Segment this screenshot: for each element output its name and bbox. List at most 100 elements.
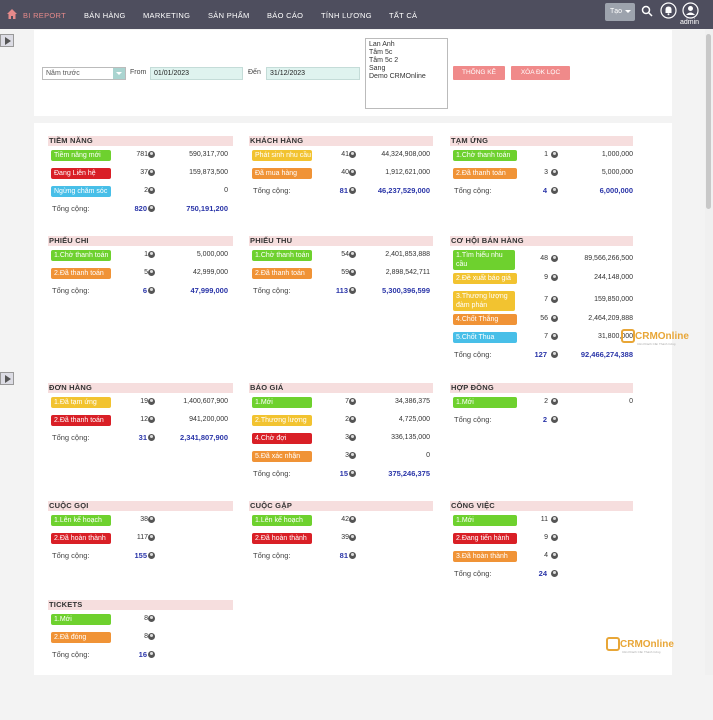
nav-san-pham[interactable]: SẢN PHẨM [208, 11, 250, 20]
nav-marketing[interactable]: MARKETING [143, 11, 191, 20]
status-badge[interactable]: 2.Đã thanh toán [453, 168, 517, 179]
period-select[interactable]: Năm trước [42, 67, 126, 80]
status-badge[interactable]: 1.Đã tạm ứng [51, 397, 111, 408]
status-badge[interactable]: 2.Thương lượng [252, 415, 312, 426]
status-badge[interactable]: 1.Chờ thanh toán [252, 250, 312, 261]
status-badge[interactable]: 2.Đã thanh toán [51, 415, 111, 426]
total-label: Tổng cộng: [52, 204, 90, 213]
status-badge[interactable]: 1.Lên kế hoạch [252, 515, 312, 526]
status-badge[interactable]: 1.Lên kế hoạch [51, 515, 111, 526]
search-icon[interactable] [641, 5, 653, 17]
nav-tat-ca[interactable]: TẤT CẢ [389, 11, 418, 20]
total-count: 24 [538, 569, 547, 578]
nav-bao-cao[interactable]: BÁO CÁO [267, 11, 304, 20]
sidebar-toggle-top[interactable] [0, 34, 14, 47]
status-badge[interactable]: 1.Mới [252, 397, 312, 408]
chevron-down-icon[interactable] [113, 68, 125, 79]
status-badge[interactable]: 2.Đã thanh toán [51, 268, 111, 279]
status-badge[interactable]: 3.Đã hoàn thành [453, 551, 517, 562]
create-dropdown-button[interactable]: Tạo [605, 3, 635, 21]
status-badge[interactable]: 2.Đang tiến hành [453, 533, 517, 544]
report-section: CUỘC GỌI 1.Lên kế hoạch 38 2.Đã hoàn thành 1… [48, 501, 233, 621]
page-scrollbar[interactable] [705, 29, 713, 675]
total-label: Tổng cộng: [52, 286, 90, 295]
from-label: From [130, 69, 147, 76]
status-badge[interactable]: Đã mua hàng [252, 168, 312, 179]
username-label: admin [680, 19, 700, 26]
crmonline-logo-icon [606, 637, 620, 651]
section-title: BÁO GIÁ [249, 383, 433, 393]
row-count: 7 [345, 398, 349, 405]
to-date-input[interactable]: 31/12/2023 [266, 67, 360, 80]
person-icon [148, 434, 155, 441]
status-badge[interactable]: 5.Chốt Thua [453, 332, 517, 343]
status-badge[interactable]: Tiềm năng mới [51, 150, 111, 161]
user-multiselect[interactable]: Lan Anh Tâm 5c Tâm 5c 2 Sang Demo CRMOnl… [365, 38, 448, 109]
status-badge[interactable]: 1.Tìm hiểu nhu cầu [453, 250, 515, 270]
status-badge[interactable]: 4.Chốt Thắng [453, 314, 517, 325]
row-count: 9 [544, 274, 548, 281]
from-date-input[interactable]: 01/01/2023 [150, 67, 243, 80]
person-icon [551, 351, 558, 358]
clear-filter-button[interactable]: XÓA ĐK LỌC [511, 66, 570, 80]
status-badge[interactable]: 1.Mới [453, 397, 517, 408]
home-icon[interactable] [6, 8, 18, 20]
row-amount: 159,873,500 [189, 169, 228, 176]
status-badge[interactable]: 2.Đã thanh toán [252, 268, 312, 279]
total-amount: 47,999,000 [190, 286, 228, 295]
row-count: 42 [341, 516, 349, 523]
row-count: 2 [144, 187, 148, 194]
status-badge[interactable]: 1.Chờ thanh toán [51, 250, 111, 261]
row-count: 1 [144, 251, 148, 258]
row-amount: 42,999,000 [192, 269, 228, 276]
status-badge[interactable]: 1.Mới [51, 614, 111, 625]
status-badge[interactable]: 2.Đã đóng [51, 632, 111, 643]
user-option[interactable]: Sang [369, 65, 386, 72]
nav-ban-hang[interactable]: BÁN HÀNG [84, 11, 126, 20]
person-icon [349, 516, 356, 523]
total-count: 155 [134, 551, 147, 560]
user-option[interactable]: Demo CRMOnline [369, 73, 426, 80]
scrollbar-thumb[interactable] [706, 34, 711, 209]
row-count: 37 [140, 169, 148, 176]
nav-tinh-luong[interactable]: TÍNH LƯƠNG [321, 11, 372, 20]
person-icon [349, 534, 356, 541]
status-badge[interactable]: Đang Liên hệ [51, 168, 111, 179]
total-amount: 6,000,000 [599, 186, 633, 195]
total-count: 31 [138, 433, 147, 442]
user-option[interactable]: Tâm 5c 2 [369, 57, 399, 64]
notification-bell-icon[interactable] [660, 2, 677, 19]
person-icon [349, 470, 356, 477]
section-title: TẠM ỨNG [450, 136, 633, 146]
status-badge[interactable]: 2.Đã hoàn thành [252, 533, 312, 544]
user-avatar-icon[interactable] [682, 2, 699, 19]
total-label: Tổng cộng: [253, 551, 291, 560]
report-section: HỢP ĐỒNG 1.Mới 2 0 Tổng cộng: 2 [450, 383, 633, 503]
user-option[interactable]: Lan Anh [369, 41, 395, 48]
stats-button[interactable]: THỐNG KÊ [453, 66, 505, 80]
total-count: 113 [335, 286, 348, 295]
row-count: 3 [345, 434, 349, 441]
user-option[interactable]: Tâm 5c [369, 49, 393, 56]
person-icon [148, 169, 155, 176]
person-icon [551, 516, 558, 523]
row-amount: 336,135,000 [391, 434, 430, 441]
status-badge[interactable]: Ngừng chăm sóc [51, 186, 111, 197]
status-badge[interactable]: Phát sinh nhu cầu [252, 150, 312, 161]
status-badge[interactable]: 2.Đề xuất báo giá [453, 273, 517, 284]
person-icon [349, 151, 356, 158]
status-badge[interactable]: 5.Đã xác nhận [252, 451, 312, 462]
nav-bi-report[interactable]: BI REPORT [23, 11, 66, 20]
status-badge[interactable]: 1.Mới [453, 515, 517, 526]
status-badge[interactable]: 3.Thương lượng đàm phán [453, 291, 515, 311]
person-icon [551, 398, 558, 405]
row-amount: 2,464,209,888 [588, 315, 633, 322]
status-badge[interactable]: 2.Đã hoàn thành [51, 533, 111, 544]
person-icon [551, 416, 558, 423]
status-badge[interactable]: 4.Chờ đợi [252, 433, 312, 444]
sidebar-toggle-middle[interactable] [0, 372, 14, 385]
person-icon [349, 169, 356, 176]
status-badge[interactable]: 1.Chờ thanh toán [453, 150, 517, 161]
watermark-brand: CRMOnline [620, 638, 674, 650]
period-value: Năm trước [46, 70, 80, 77]
